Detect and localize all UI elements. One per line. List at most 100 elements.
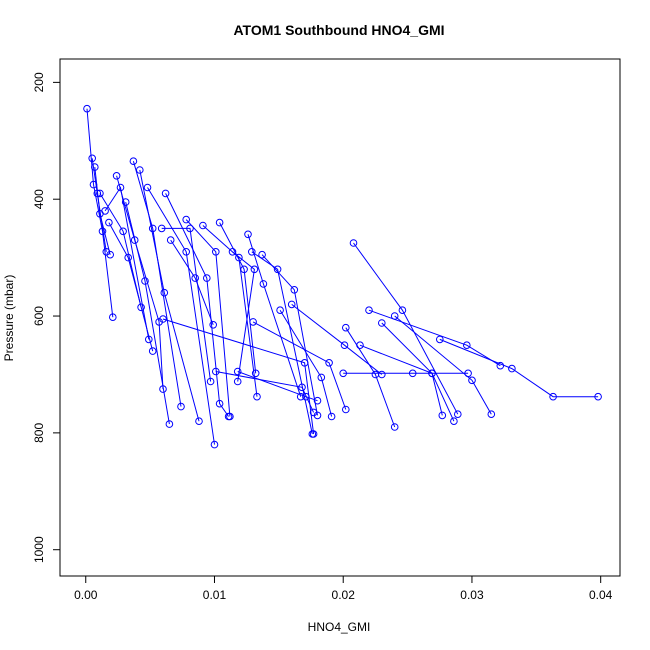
- data-point: [215, 218, 224, 227]
- data-point: [226, 412, 234, 421]
- profile-line: [345, 327, 396, 428]
- data-point: [309, 408, 318, 417]
- data-point: [313, 396, 322, 405]
- data-point: [136, 166, 144, 174]
- profile-series-13: [161, 189, 233, 421]
- profile-series-30: [378, 319, 458, 426]
- profile-line: [359, 344, 443, 416]
- profile-line: [94, 167, 111, 255]
- x-tick-label: 0.01: [203, 588, 227, 602]
- y-tick-label: 400: [32, 189, 46, 209]
- profile-series-6: [105, 218, 157, 355]
- data-point: [251, 369, 260, 378]
- data-point: [199, 221, 207, 230]
- data-point: [327, 412, 336, 421]
- data-point: [141, 277, 149, 285]
- profile-line: [353, 242, 459, 415]
- profile-series-28: [349, 239, 462, 419]
- y-tick-label: 800: [32, 423, 46, 443]
- data-point: [137, 303, 145, 312]
- data-point: [290, 286, 299, 294]
- profile-series-27: [356, 341, 447, 420]
- x-axis-label: HNO4_GMI: [308, 620, 371, 634]
- data-point: [215, 399, 224, 408]
- profile-series-16: [199, 221, 261, 401]
- data-point: [339, 369, 348, 378]
- data-point: [309, 430, 318, 438]
- data-point: [317, 373, 326, 382]
- profile-series-3: [91, 163, 114, 259]
- x-tick-label: 0.03: [460, 588, 484, 602]
- profile-series-8: [121, 198, 174, 428]
- profile-series-11: [143, 183, 219, 449]
- data-point: [203, 274, 211, 282]
- data-point: [106, 250, 114, 259]
- data-point: [468, 376, 476, 385]
- data-point: [248, 248, 256, 256]
- data-point: [259, 280, 268, 288]
- profile-series-17: [215, 218, 260, 378]
- profile-line: [237, 371, 318, 402]
- y-tick-label: 1000: [32, 536, 46, 563]
- profile-line: [261, 254, 318, 416]
- data-point: [119, 227, 127, 236]
- chart-title: ATOM1 Southbound HNO4_GMI: [233, 22, 444, 38]
- plot-data: [83, 104, 602, 449]
- profile-series-31: [365, 306, 505, 370]
- profile-series-33: [436, 335, 602, 401]
- profile-line: [125, 201, 170, 425]
- y-tick-label: 600: [32, 306, 46, 326]
- data-point: [157, 224, 166, 233]
- data-point: [508, 364, 516, 373]
- data-point: [159, 315, 167, 323]
- data-point: [124, 253, 132, 262]
- profile-line: [116, 175, 164, 390]
- profile-series-26: [159, 315, 318, 438]
- data-point: [88, 154, 96, 163]
- profile-series-10: [136, 166, 203, 426]
- data-point: [129, 157, 138, 165]
- profile-series-12: [157, 224, 215, 386]
- data-point: [298, 383, 306, 392]
- data-point: [228, 248, 237, 256]
- data-point: [91, 163, 99, 171]
- profile-series-15: [182, 215, 234, 421]
- y-axis: 200 400 600 800 1000: [32, 72, 61, 563]
- data-point: [206, 377, 215, 386]
- data-point: [161, 189, 170, 198]
- profile-line: [279, 309, 333, 417]
- data-point: [342, 323, 350, 332]
- profile-line: [251, 251, 313, 435]
- profile-line: [139, 169, 200, 422]
- profile-series-29: [339, 369, 472, 378]
- profile-series-32: [390, 312, 496, 419]
- data-point: [287, 300, 296, 309]
- data-point: [325, 359, 333, 367]
- profile-line: [252, 321, 347, 410]
- data-point: [340, 341, 349, 350]
- profile-line: [185, 219, 231, 417]
- profile-series-14: [166, 236, 217, 329]
- profile-series-25: [276, 306, 336, 421]
- x-tick-label: 0.02: [332, 588, 356, 602]
- data-point: [463, 341, 471, 350]
- profile-line: [132, 161, 182, 407]
- data-point: [148, 224, 157, 233]
- profile-line: [368, 309, 501, 367]
- profile-series-9: [129, 157, 185, 411]
- data-point: [96, 189, 104, 198]
- data-point: [109, 313, 117, 322]
- data-point: [436, 335, 444, 344]
- profile-line: [108, 222, 154, 352]
- x-tick-label: 0.04: [589, 588, 613, 602]
- data-point: [112, 172, 121, 180]
- data-point: [143, 183, 152, 192]
- data-point: [233, 367, 242, 376]
- data-point: [212, 248, 220, 256]
- data-point: [148, 347, 157, 355]
- profile-line: [165, 193, 230, 417]
- profile-series-34: [342, 323, 399, 431]
- data-point: [209, 321, 217, 329]
- profile-series-35: [287, 300, 386, 379]
